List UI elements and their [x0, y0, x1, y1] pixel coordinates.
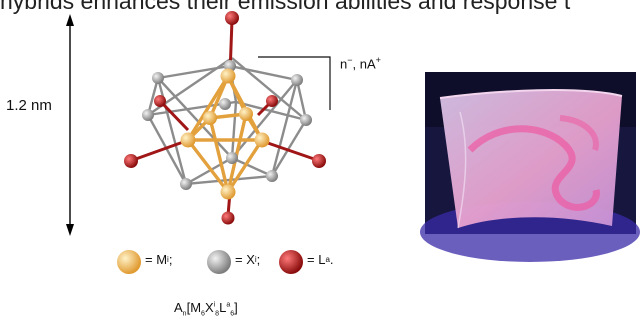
cluster-formula: An[M6Xi8La6]	[174, 300, 238, 318]
legend-ligand-sphere	[279, 250, 303, 274]
legend-metal-sphere	[117, 250, 141, 274]
size-label: 1.2 nm	[6, 97, 52, 114]
dimension-arrow	[66, 14, 74, 236]
halide-atoms	[142, 60, 312, 190]
charge-bracket	[258, 56, 331, 110]
legend-halide-sphere	[207, 250, 231, 274]
luminescent-film-photo	[420, 72, 640, 262]
charge-label: n−, nA+	[340, 55, 381, 72]
headline-text: hybrids enhances their emission abilitie…	[0, 0, 571, 14]
ligand-atoms	[124, 11, 326, 225]
metal-atoms	[180, 68, 270, 200]
